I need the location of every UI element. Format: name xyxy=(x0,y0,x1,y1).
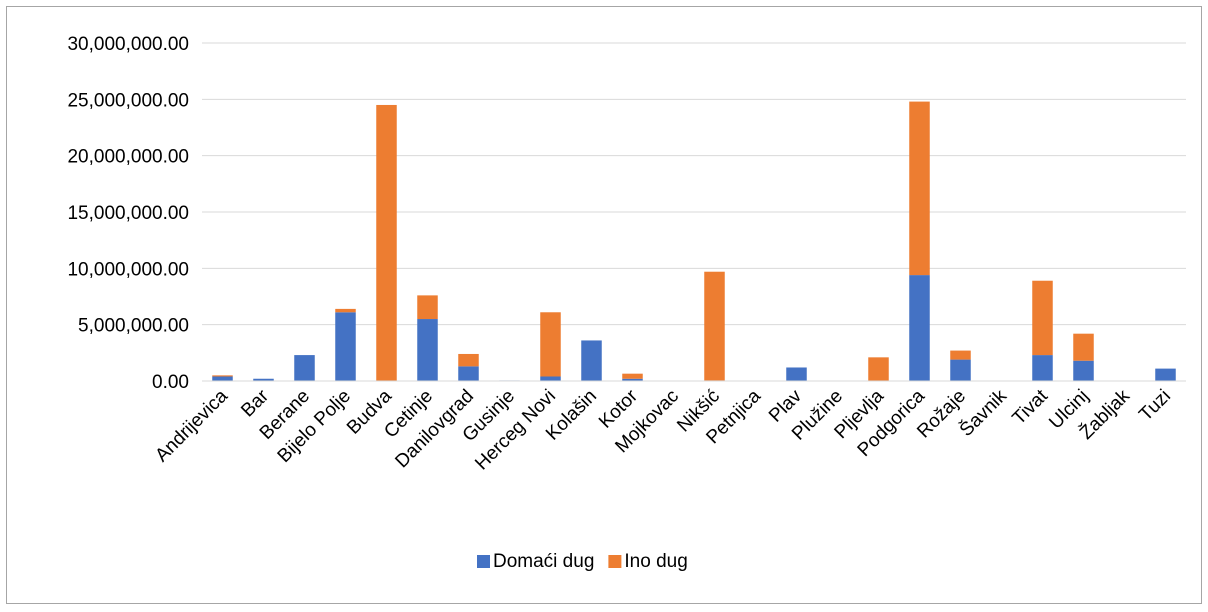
bar-domestic-20 xyxy=(1032,355,1053,381)
y-axis-tick-labels: 0.00 5,000,000.00 10,000,000.00 15,000,000.… xyxy=(67,34,189,393)
bar-foreign-3 xyxy=(335,308,356,313)
chart: 0.00 5,000,000.00 10,000,000.00 15,000,000.… xyxy=(67,34,1186,572)
bar-foreign-4 xyxy=(376,104,397,381)
bar-domestic-1 xyxy=(253,378,274,381)
x-tick-label: Tivat xyxy=(1009,385,1053,429)
chart-area: 0.00 5,000,000.00 10,000,000.00 15,000,000.… xyxy=(6,6,1202,604)
bar-foreign-0 xyxy=(212,375,233,377)
bar-domestic-17 xyxy=(909,275,930,381)
gridlines xyxy=(202,42,1186,326)
bar-foreign-17 xyxy=(909,101,930,276)
bars xyxy=(212,101,1176,381)
legend-swatch-0 xyxy=(477,555,490,568)
bar-foreign-18 xyxy=(950,350,971,360)
bar-foreign-16 xyxy=(868,357,889,381)
y-tick-label: 5,000,000.00 xyxy=(78,316,189,337)
legend-label-0: Domaći dug xyxy=(493,551,594,572)
bar-domestic-2 xyxy=(294,355,315,381)
bar-foreign-21 xyxy=(1073,333,1094,361)
legend: Domaći dug Ino dug xyxy=(477,551,688,572)
legend-swatch-1 xyxy=(608,555,622,568)
y-tick-label: 15,000,000.00 xyxy=(67,203,189,224)
y-tick-label: 0.00 xyxy=(152,372,189,393)
bar-domestic-5 xyxy=(417,319,438,381)
y-tick-label: 20,000,000.00 xyxy=(67,147,189,168)
x-tick-label: Šavnik xyxy=(955,385,1011,441)
x-tick-label: Tuzi xyxy=(1135,386,1175,426)
bar-foreign-6 xyxy=(458,353,479,367)
y-tick-label: 10,000,000.00 xyxy=(67,259,189,280)
bar-domestic-6 xyxy=(458,366,479,381)
bar-foreign-12 xyxy=(704,271,725,381)
x-tick-label: Andrijevica xyxy=(151,385,232,466)
bar-domestic-10 xyxy=(622,378,643,381)
bar-domestic-0 xyxy=(212,376,233,381)
legend-label-1: Ino dug xyxy=(624,551,687,572)
y-tick-label: 25,000,000.00 xyxy=(67,90,189,111)
bar-domestic-3 xyxy=(335,312,356,381)
bar-domestic-23 xyxy=(1155,368,1176,381)
bar-foreign-8 xyxy=(540,312,561,377)
bar-foreign-10 xyxy=(622,373,643,379)
bar-domestic-18 xyxy=(950,359,971,381)
bar-domestic-8 xyxy=(540,376,561,381)
y-tick-label: 30,000,000.00 xyxy=(67,34,189,55)
bar-domestic-21 xyxy=(1073,360,1094,381)
bar-domestic-9 xyxy=(581,340,602,381)
bar-foreign-5 xyxy=(417,295,438,320)
bar-domestic-14 xyxy=(786,367,807,381)
bar-foreign-20 xyxy=(1032,280,1053,356)
